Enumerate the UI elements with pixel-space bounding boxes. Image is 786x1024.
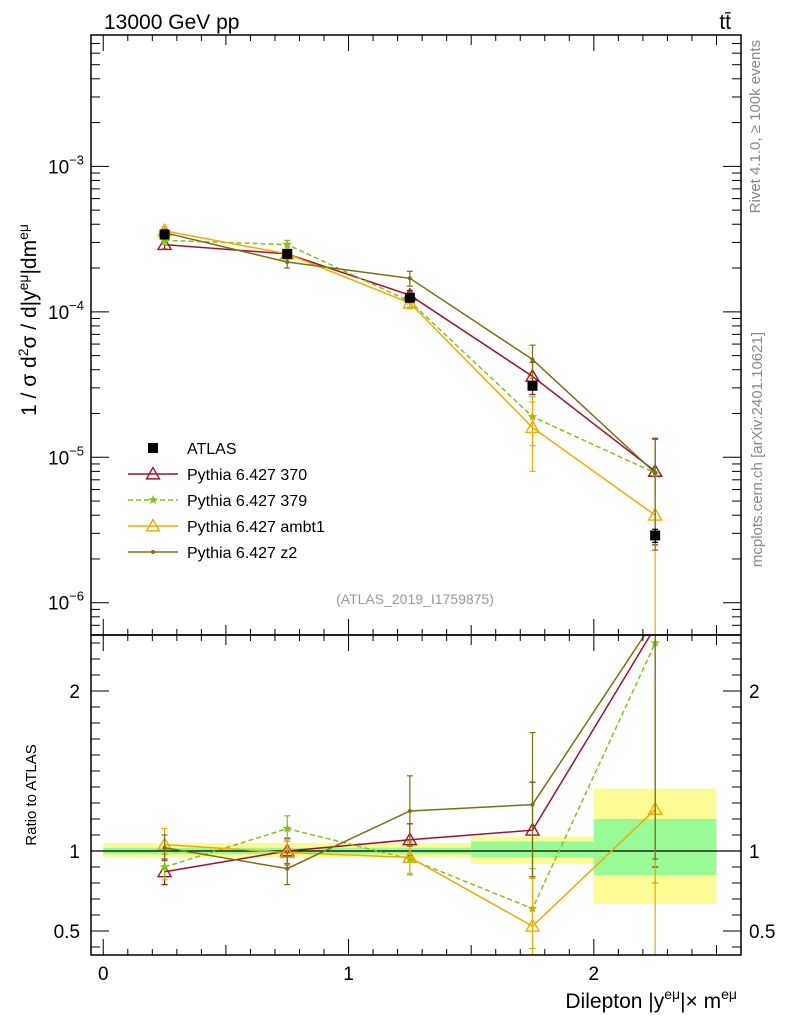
legend-label-z2: Pythia 6.427 z2 — [187, 545, 297, 562]
main-ytick-label: 10−3 — [48, 152, 84, 178]
main-point-ambt1-3 — [524, 419, 541, 434]
ratio-ytick-label-left-1: 1 — [69, 842, 80, 863]
ratio-ytick-label-right-0.5: 0.5 — [749, 922, 775, 943]
ratio-point-ambt1-3 — [524, 918, 541, 932]
legend: ATLAS Pythia 6.427 370 Pythia 6.427 379 Pyt… — [128, 441, 325, 562]
ratio-xlabel: Dilepton |yeμ|× meμ — [565, 986, 737, 1013]
rivet-version-label: Rivet 4.1.0, ≥ 100k events — [747, 40, 764, 213]
legend-marker-data — [148, 443, 158, 453]
ratio-point-z2-2 — [407, 809, 412, 813]
ratio-panel: 0 1 2 0.5 0.5 1 1 2 2 — [54, 634, 775, 985]
legend-item-p370: Pythia 6.427 370 — [128, 466, 307, 484]
ratio-ytick-label-left-2: 2 — [69, 682, 80, 703]
legend-marker-ambt1 — [145, 518, 161, 532]
legend-item-data: ATLAS — [148, 441, 237, 458]
process-label: tt̄ — [719, 11, 731, 34]
legend-item-z2: Pythia 6.427 z2 — [128, 545, 297, 562]
ratio-ylabel: Ratio to ATLAS — [23, 744, 40, 845]
ratio-point-z2-1 — [285, 866, 290, 871]
legend-label-p370: Pythia 6.427 370 — [187, 467, 307, 484]
main-point-z2-1 — [285, 260, 290, 265]
main-ylabel: 1 / σ d2σ / d|yeμ|dmeμ — [15, 224, 41, 416]
main-series-group — [156, 222, 663, 635]
main-point-p379-0 — [159, 235, 170, 245]
ratio-ytick-label-right-2: 2 — [749, 682, 760, 703]
main-series-data — [159, 229, 661, 543]
xtick-label-0: 0 — [98, 964, 109, 985]
main-point-data-4 — [650, 530, 661, 541]
main-point-data-2 — [404, 292, 415, 303]
xtick-label-2: 2 — [589, 964, 600, 985]
ratio-ytick-label-left-0.5: 0.5 — [54, 922, 80, 943]
ratio-line-p379 — [164, 642, 656, 910]
main-point-z2-3 — [530, 357, 535, 362]
main-ytick-label: 10−6 — [48, 589, 84, 615]
legend-item-p379: Pythia 6.427 379 — [128, 493, 307, 510]
legend-marker-p379 — [148, 495, 158, 505]
main-ytick-label: 10−5 — [48, 443, 84, 469]
ratio-point-z2-3 — [530, 802, 535, 807]
ratio-frame — [90, 634, 742, 956]
xtick-label-1: 1 — [343, 964, 354, 985]
ratio-point-p379-1 — [282, 823, 292, 833]
main-panel: 10−6 10−5 10−4 10−3 — [48, 34, 742, 636]
legend-item-ambt1: Pythia 6.427 ambt1 — [128, 518, 325, 536]
main-point-p370-0 — [156, 236, 173, 251]
mcplots-label: mcplots.cern.ch [arXiv:2401.10621] — [749, 332, 766, 567]
ratio-point-z2-0 — [162, 845, 167, 850]
analysis-id-label: (ATLAS_2019_I1759875) — [336, 591, 494, 607]
legend-label-data: ATLAS — [187, 441, 237, 458]
energy-label: 13000 GeV pp — [104, 11, 239, 34]
ratio-series-group — [156, 635, 663, 955]
legend-label-ambt1: Pythia 6.427 ambt1 — [187, 519, 325, 536]
legend-label-p379: Pythia 6.427 379 — [187, 493, 307, 510]
legend-marker-z2 — [151, 550, 155, 554]
ratio-series-z2 — [161, 635, 659, 886]
ratio-ytick-label-right-1: 1 — [749, 842, 760, 863]
main-ytick-label: 10−4 — [48, 298, 84, 324]
main-point-data-0 — [159, 229, 170, 240]
main-point-data-1 — [282, 248, 293, 259]
main-point-data-3 — [527, 380, 538, 391]
main-point-p379-1 — [282, 239, 292, 249]
main-line-z2 — [164, 231, 656, 474]
ratio-point-ambt1-2 — [402, 849, 418, 863]
legend-marker-p370 — [145, 466, 161, 480]
main-point-z2-4 — [653, 470, 658, 475]
ratio-point-p379-0 — [159, 862, 170, 872]
main-point-z2-2 — [407, 276, 412, 281]
